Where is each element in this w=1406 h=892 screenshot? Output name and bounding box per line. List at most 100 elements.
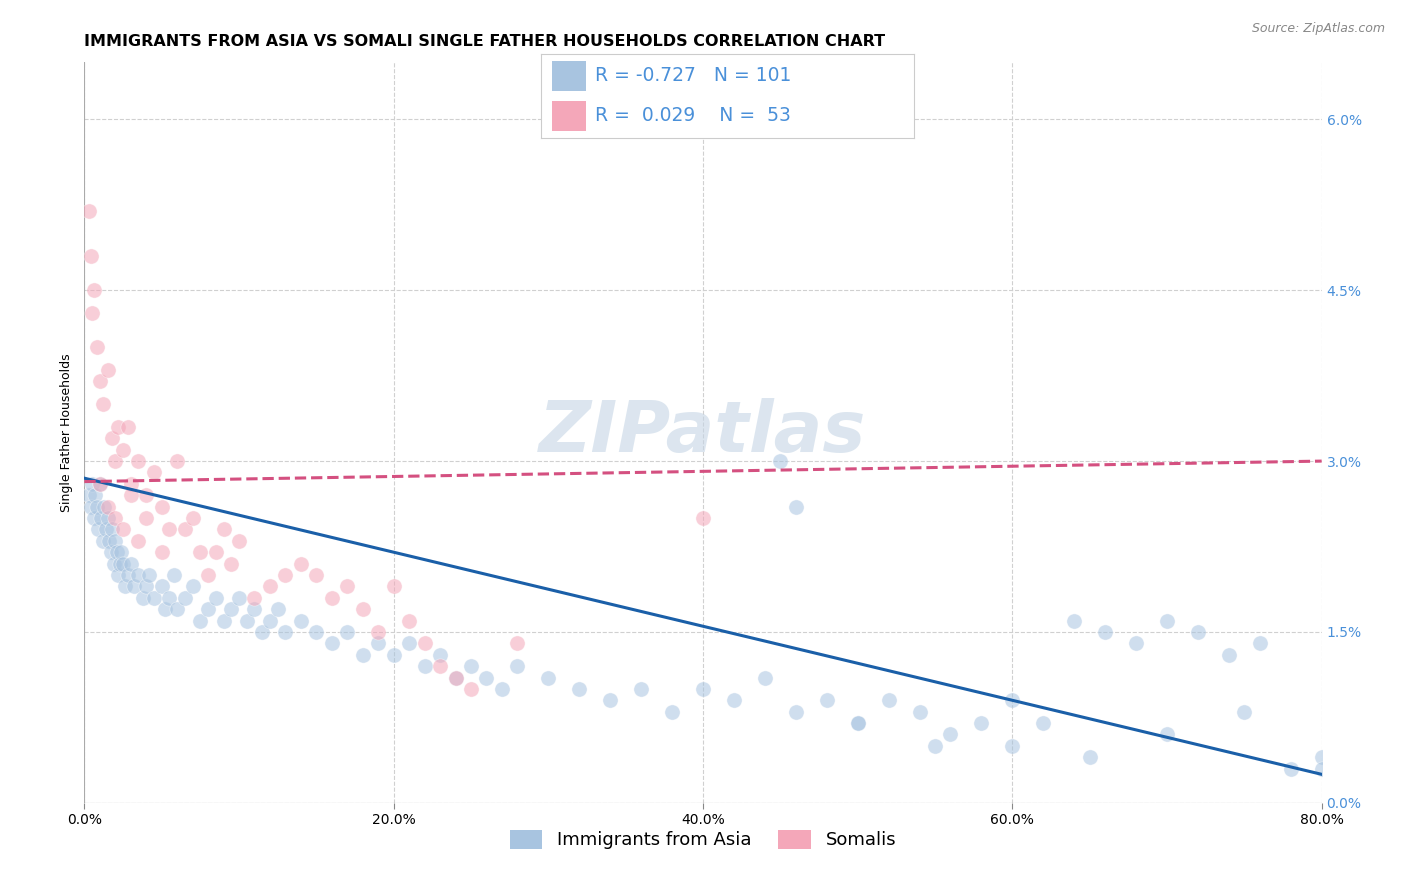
Point bbox=[143, 466, 166, 480]
Legend: Immigrants from Asia, Somalis: Immigrants from Asia, Somalis bbox=[503, 823, 903, 856]
Point bbox=[1249, 636, 1271, 650]
Point bbox=[96, 500, 118, 514]
Point bbox=[127, 568, 149, 582]
Point bbox=[754, 671, 776, 685]
Point bbox=[336, 579, 359, 593]
Point bbox=[250, 624, 273, 639]
Point bbox=[143, 591, 166, 605]
Point bbox=[132, 591, 155, 605]
Point bbox=[101, 523, 124, 537]
Point bbox=[135, 488, 157, 502]
Point bbox=[259, 614, 281, 628]
Point bbox=[506, 659, 529, 673]
Point bbox=[114, 579, 136, 593]
Point bbox=[84, 488, 107, 502]
Point bbox=[1156, 614, 1178, 628]
Point bbox=[274, 568, 297, 582]
Point bbox=[429, 648, 451, 662]
Point bbox=[90, 511, 112, 525]
Bar bbox=[553, 62, 586, 91]
Point bbox=[228, 591, 250, 605]
Point bbox=[127, 454, 149, 468]
Point bbox=[259, 579, 281, 593]
Point bbox=[460, 659, 482, 673]
Point bbox=[197, 568, 219, 582]
Point bbox=[460, 681, 482, 696]
Bar bbox=[553, 101, 586, 130]
Point bbox=[98, 533, 121, 548]
Point bbox=[630, 681, 652, 696]
Point bbox=[87, 523, 110, 537]
Point bbox=[104, 511, 127, 525]
Point bbox=[83, 283, 105, 297]
Point bbox=[1001, 693, 1024, 707]
Point bbox=[846, 716, 869, 731]
Point bbox=[112, 442, 135, 457]
Point bbox=[908, 705, 931, 719]
Point bbox=[1078, 750, 1101, 764]
Y-axis label: Single Father Households: Single Father Households bbox=[59, 353, 73, 512]
Point bbox=[166, 602, 188, 616]
Point bbox=[174, 523, 197, 537]
Point bbox=[243, 602, 266, 616]
Point bbox=[150, 545, 173, 559]
Text: R =  0.029    N =  53: R = 0.029 N = 53 bbox=[595, 106, 792, 125]
Point bbox=[120, 476, 142, 491]
Point bbox=[661, 705, 683, 719]
Point bbox=[1187, 624, 1209, 639]
Point bbox=[135, 511, 157, 525]
Point bbox=[89, 476, 111, 491]
Point bbox=[429, 659, 451, 673]
Point bbox=[159, 591, 180, 605]
Point bbox=[568, 681, 591, 696]
Point bbox=[1001, 739, 1024, 753]
Point bbox=[166, 454, 188, 468]
Point bbox=[321, 636, 343, 650]
Point bbox=[89, 476, 111, 491]
Point bbox=[79, 249, 101, 263]
Point bbox=[122, 579, 145, 593]
Point bbox=[96, 363, 118, 377]
Point bbox=[692, 511, 714, 525]
Point bbox=[785, 705, 807, 719]
Point bbox=[846, 716, 869, 731]
Point bbox=[107, 568, 129, 582]
Point bbox=[599, 693, 621, 707]
Text: IMMIGRANTS FROM ASIA VS SOMALI SINGLE FATHER HOUSEHOLDS CORRELATION CHART: IMMIGRANTS FROM ASIA VS SOMALI SINGLE FA… bbox=[84, 34, 886, 49]
Point bbox=[267, 602, 290, 616]
Point bbox=[82, 306, 104, 320]
Point bbox=[197, 602, 219, 616]
Point bbox=[112, 523, 135, 537]
Point bbox=[305, 624, 328, 639]
Point bbox=[112, 557, 135, 571]
Point bbox=[939, 727, 962, 741]
Point bbox=[77, 488, 100, 502]
Point bbox=[188, 545, 212, 559]
Point bbox=[692, 681, 714, 696]
Point bbox=[1310, 762, 1333, 776]
Point bbox=[205, 545, 228, 559]
Text: R = -0.727   N = 101: R = -0.727 N = 101 bbox=[595, 66, 792, 85]
Point bbox=[475, 671, 498, 685]
Point bbox=[1233, 705, 1256, 719]
Point bbox=[107, 420, 129, 434]
Point bbox=[221, 602, 243, 616]
Point bbox=[212, 614, 235, 628]
Point bbox=[444, 671, 467, 685]
Point bbox=[1032, 716, 1054, 731]
Point bbox=[104, 454, 127, 468]
Text: ZIPatlas: ZIPatlas bbox=[540, 398, 866, 467]
Point bbox=[305, 568, 328, 582]
Point bbox=[79, 500, 101, 514]
Point bbox=[769, 454, 792, 468]
Point bbox=[103, 557, 125, 571]
Point bbox=[127, 533, 149, 548]
Text: Source: ZipAtlas.com: Source: ZipAtlas.com bbox=[1251, 22, 1385, 36]
Point bbox=[93, 500, 115, 514]
Point bbox=[413, 659, 436, 673]
Point bbox=[398, 614, 420, 628]
Point bbox=[444, 671, 467, 685]
Point bbox=[924, 739, 946, 753]
Point bbox=[1125, 636, 1147, 650]
Point bbox=[135, 579, 157, 593]
